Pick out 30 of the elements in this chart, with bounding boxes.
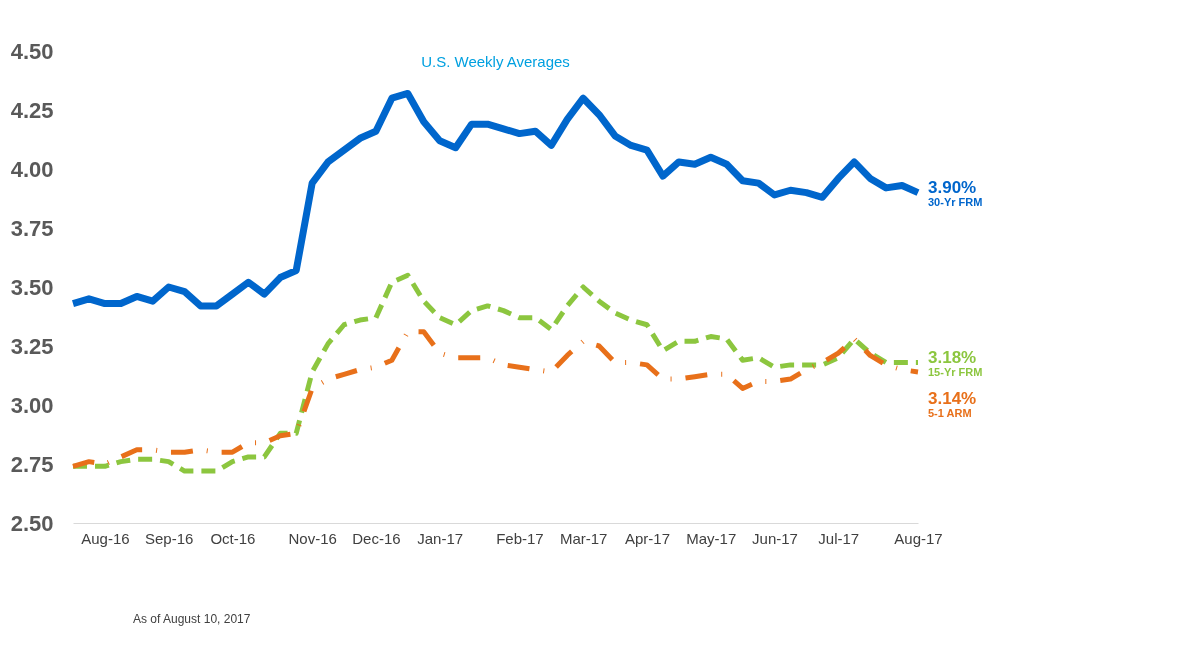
y-tick-label: 3.25 [10,333,54,359]
data-label: 3.18% [928,347,977,367]
x-tick-label: Oct-16 [210,529,256,547]
y-tick-label: 2.75 [10,451,54,477]
x-tick-label: Nov-16 [288,529,337,547]
x-tick-label: Aug-17 [894,529,943,547]
x-tick-label: Apr-17 [624,529,670,547]
x-tick-label: May-17 [686,529,737,547]
x-tick-label: Dec-16 [352,529,401,547]
x-tick-label: Aug-16 [81,529,130,547]
x-tick-label: Jan-17 [417,529,464,547]
y-tick-label: 4.50 [10,38,54,64]
series-label: 15-Yr FRM [928,365,983,378]
y-tick-label: 3.75 [10,215,54,241]
text: 5-1 ARM [928,406,972,419]
text: As of August 10, 2017 [133,612,251,626]
y-tick-label: 4.00 [10,156,54,182]
y-tick-label: 3.50 [10,274,54,300]
data-label: 3.14% [928,388,977,408]
y-tick-label: 4.25 [10,97,54,123]
y-tick-label: 3.00 [10,392,54,418]
x-tick-label: Jul-17 [818,529,860,547]
series-label: 30-Yr FRM [928,195,983,208]
chart-subtitle: U.S. Weekly Averages [421,53,570,70]
x-tick-label: Sep-16 [144,529,194,547]
y-tick-label: 2.50 [10,510,54,536]
x-tick-label: Jun-17 [752,529,798,547]
x-tick-label: Feb-17 [496,529,544,547]
data-label: 3.90% [928,177,977,197]
x-tick-label: Mar-17 [559,529,608,547]
